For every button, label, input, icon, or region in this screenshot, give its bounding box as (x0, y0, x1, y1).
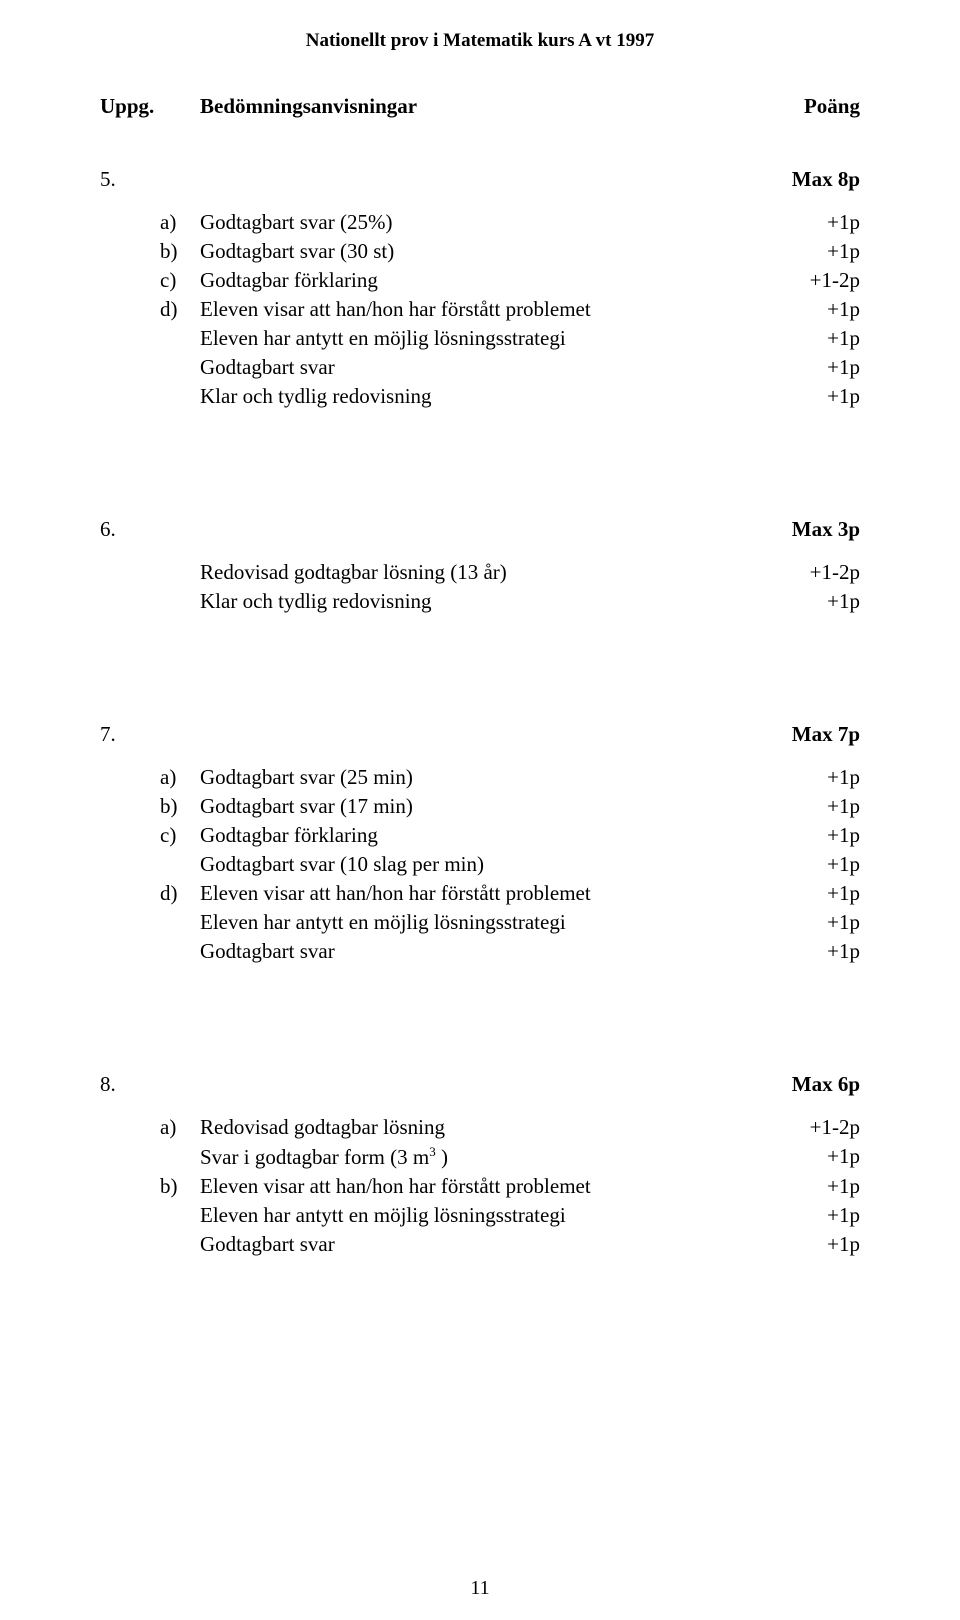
q7-d3-text: Godtagbart svar (200, 937, 770, 966)
q7-a-sub: a) (160, 763, 200, 792)
q5-d2-pts: +1p (770, 324, 860, 353)
q8-b-pts: +1p (770, 1172, 860, 1201)
q6-l1: Redovisad godtagbar lösning (13 år) +1-2… (100, 558, 860, 587)
q7-b-pts: +1p (770, 792, 860, 821)
q7-b: b) Godtagbart svar (17 min) +1p (100, 792, 860, 821)
q6-l2-pts: +1p (770, 587, 860, 616)
q5-d-sub: d) (160, 295, 200, 324)
q5-max: Max 8p (770, 165, 860, 194)
q6-l1-text: Redovisad godtagbar lösning (13 år) (200, 558, 770, 587)
q7-c-sub: c) (160, 821, 200, 850)
q7-c2: Godtagbart svar (10 slag per min) +1p (100, 850, 860, 879)
q8-a2: Svar i godtagbar form (3 m3 ) +1p (100, 1142, 860, 1172)
q5-header: 5. Max 8p (100, 165, 860, 194)
q8-a: a) Redovisad godtagbar lösning +1-2p (100, 1113, 860, 1142)
q6-l2: Klar och tydlig redovisning +1p (100, 587, 860, 616)
q5-c-sub: c) (160, 266, 200, 295)
q7-d2: Eleven har antytt en möjlig lösningsstra… (100, 908, 860, 937)
document-header: Nationellt prov i Matematik kurs A vt 19… (100, 30, 860, 52)
q7-c2-text: Godtagbart svar (10 slag per min) (200, 850, 770, 879)
q5-d4-pts: +1p (770, 382, 860, 411)
page: Nationellt prov i Matematik kurs A vt 19… (0, 0, 960, 1620)
q6-max: Max 3p (770, 515, 860, 544)
q5-d3-text: Godtagbart svar (200, 353, 770, 382)
q5-a-sub: a) (160, 208, 200, 237)
q5-d-text: Eleven visar att han/hon har förstått pr… (200, 295, 770, 324)
q7-b-text: Godtagbart svar (17 min) (200, 792, 770, 821)
q5-a-text: Godtagbart svar (25%) (200, 208, 770, 237)
q6-num: 6. (100, 515, 160, 544)
q7-c-pts: +1p (770, 821, 860, 850)
q7-c2-pts: +1p (770, 850, 860, 879)
q7-d: d) Eleven visar att han/hon har förstått… (100, 879, 860, 908)
q7-a-pts: +1p (770, 763, 860, 792)
q5-b: b) Godtagbart svar (30 st) +1p (100, 237, 860, 266)
grading-table: Uppg. Bedömningsanvisningar Poäng 5. Max… (100, 92, 860, 1259)
q8-max: Max 6p (770, 1070, 860, 1099)
q7-c: c) Godtagbar förklaring +1p (100, 821, 860, 850)
q5-num: 5. (100, 165, 160, 194)
q8-b3-text: Godtagbart svar (200, 1230, 770, 1259)
q5-b-pts: +1p (770, 237, 860, 266)
q5-d: d) Eleven visar att han/hon har förstått… (100, 295, 860, 324)
q8-header: 8. Max 6p (100, 1070, 860, 1099)
q8-a2-post: ) (436, 1145, 448, 1169)
q5-c: c) Godtagbar förklaring +1-2p (100, 266, 860, 295)
q5-c-pts: +1-2p (770, 266, 860, 295)
page-number: 11 (0, 1577, 960, 1600)
q5-b-text: Godtagbart svar (30 st) (200, 237, 770, 266)
q8-b2-pts: +1p (770, 1201, 860, 1230)
q5-a-pts: +1p (770, 208, 860, 237)
q8-b-text: Eleven visar att han/hon har förstått pr… (200, 1172, 770, 1201)
q7-d3-pts: +1p (770, 937, 860, 966)
q8-a2-pts: +1p (770, 1142, 860, 1172)
q7-a: a) Godtagbart svar (25 min) +1p (100, 763, 860, 792)
q8-a2-text: Svar i godtagbar form (3 m3 ) (200, 1142, 770, 1172)
q5-d-pts: +1p (770, 295, 860, 324)
q7-d3: Godtagbart svar +1p (100, 937, 860, 966)
q5-d2-text: Eleven har antytt en möjlig lösningsstra… (200, 324, 770, 353)
q7-d2-pts: +1p (770, 908, 860, 937)
q5-c-text: Godtagbar förklaring (200, 266, 770, 295)
col-uppg: Uppg. (100, 92, 160, 121)
q5-d4-text: Klar och tydlig redovisning (200, 382, 770, 411)
q7-d2-text: Eleven har antytt en möjlig lösningsstra… (200, 908, 770, 937)
q5-d3: Godtagbart svar +1p (100, 353, 860, 382)
q7-d-sub: d) (160, 879, 200, 908)
q7-header: 7. Max 7p (100, 720, 860, 749)
q5-a: a) Godtagbart svar (25%) +1p (100, 208, 860, 237)
q8-a2-pre: Svar i godtagbar form (3 m (200, 1145, 429, 1169)
q7-c-text: Godtagbar förklaring (200, 821, 770, 850)
q8-a-sub: a) (160, 1113, 200, 1142)
q7-b-sub: b) (160, 792, 200, 821)
q7-d-pts: +1p (770, 879, 860, 908)
q8-b3: Godtagbart svar +1p (100, 1230, 860, 1259)
column-headers: Uppg. Bedömningsanvisningar Poäng (100, 92, 860, 121)
q8-b2-text: Eleven har antytt en möjlig lösningsstra… (200, 1201, 770, 1230)
q7-max: Max 7p (770, 720, 860, 749)
q8-num: 8. (100, 1070, 160, 1099)
q7-d-text: Eleven visar att han/hon har förstått pr… (200, 879, 770, 908)
q7-num: 7. (100, 720, 160, 749)
q8-b3-pts: +1p (770, 1230, 860, 1259)
q6-l2-text: Klar och tydlig redovisning (200, 587, 770, 616)
q5-d3-pts: +1p (770, 353, 860, 382)
q6-l1-pts: +1-2p (770, 558, 860, 587)
q6-header: 6. Max 3p (100, 515, 860, 544)
q5-d4: Klar och tydlig redovisning +1p (100, 382, 860, 411)
q8-b: b) Eleven visar att han/hon har förstått… (100, 1172, 860, 1201)
q8-a-text: Redovisad godtagbar lösning (200, 1113, 770, 1142)
col-poang: Poäng (770, 92, 860, 121)
q8-b2: Eleven har antytt en möjlig lösningsstra… (100, 1201, 860, 1230)
q8-b-sub: b) (160, 1172, 200, 1201)
col-bedom: Bedömningsanvisningar (200, 92, 770, 121)
q8-a-pts: +1-2p (770, 1113, 860, 1142)
q5-d2: Eleven har antytt en möjlig lösningsstra… (100, 324, 860, 353)
q5-b-sub: b) (160, 237, 200, 266)
q7-a-text: Godtagbart svar (25 min) (200, 763, 770, 792)
